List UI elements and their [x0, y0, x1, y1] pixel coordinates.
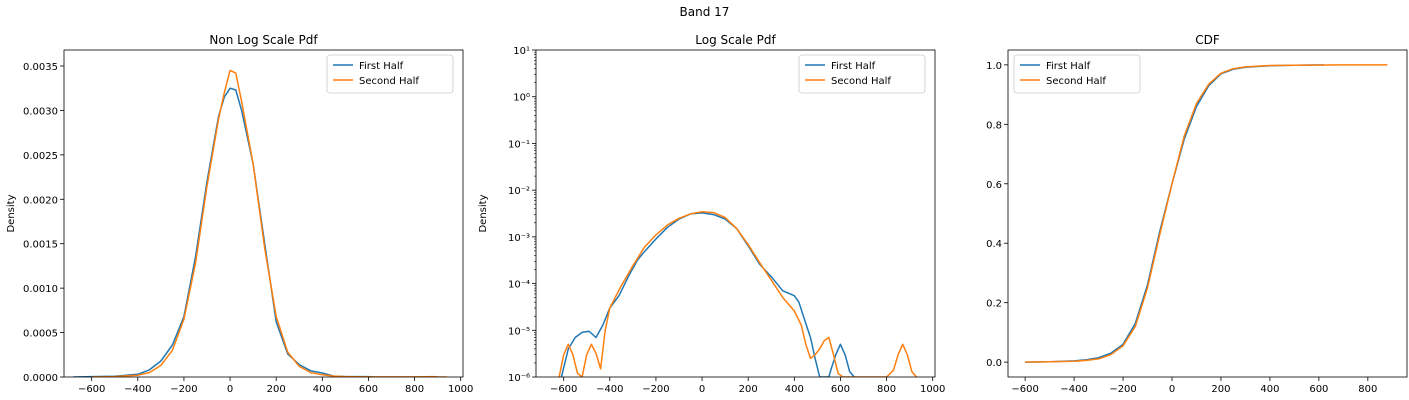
x-tick-label: 400 [785, 384, 804, 395]
y-tick-label: 1.0 [986, 61, 1002, 72]
y-tick-label: 0.0015 [23, 240, 58, 251]
x-tick-label: −200 [642, 384, 669, 395]
x-tick-label: −600 [78, 384, 105, 395]
legend: First Half Second Half [798, 54, 926, 94]
y-tick-label: 0.0000 [23, 373, 58, 384]
series-line-1 [1025, 64, 1324, 363]
x-tick-label: −600 [1011, 384, 1038, 395]
x-tick-label: −200 [170, 384, 197, 395]
y-tick-label: 10⁻⁶ [508, 373, 530, 384]
y-tick-label: 0.2 [986, 299, 1002, 310]
y-tick-label: 10¹ [513, 46, 530, 57]
x-tick-label: 1000 [920, 384, 945, 395]
series-group [558, 210, 918, 377]
legend-label: Second Half [831, 76, 891, 87]
y-tick-label: 0.6 [986, 180, 1002, 191]
series-group [1025, 64, 1388, 363]
legend-label: First Half [359, 61, 404, 72]
chart-title: Non Log Scale Pdf [209, 33, 318, 47]
y-axis-label: Density [478, 194, 489, 232]
y-tick-label: 0.0025 [23, 151, 58, 162]
series-line-2 [91, 69, 447, 377]
y-tick-label: 0.0005 [23, 329, 58, 340]
y-tick-label: 0.0035 [23, 62, 58, 73]
x-tick-label: 0 [227, 384, 233, 395]
series-line-1 [560, 212, 855, 377]
legend-label: First Half [1046, 61, 1091, 72]
x-tick-label: 400 [313, 384, 332, 395]
legend-label: Second Half [1046, 76, 1106, 87]
x-tick-label: 0 [1169, 384, 1175, 395]
x-tick-label: −200 [1109, 384, 1136, 395]
x-tick-label: 0 [699, 384, 705, 395]
series-group [73, 69, 447, 377]
chart-panel-2: Log Scale Pdf −600 −400 −200 0 200 400 600 800 10… [478, 33, 945, 395]
x-tick-label: 1000 [448, 384, 473, 395]
legend: First Half Second Half [326, 54, 454, 94]
legend-box [798, 54, 926, 94]
y-tick-label: 0.0 [986, 358, 1002, 369]
x-tick-label: −400 [1060, 384, 1087, 395]
chart-title: Log Scale Pdf [695, 33, 776, 47]
y-tick-label: 10⁻⁴ [508, 280, 530, 291]
x-tick-label: 200 [739, 384, 758, 395]
x-tick-label: 800 [405, 384, 424, 395]
x-tick-label: 200 [1211, 384, 1230, 395]
x-tick-label: 200 [267, 384, 286, 395]
axes-frame [1007, 49, 1408, 378]
y-tick-label: 10⁻¹ [508, 139, 530, 150]
y-tick-label: 0.0020 [23, 195, 58, 206]
x-tick-label: −400 [596, 384, 623, 395]
series-line-2 [1025, 64, 1388, 363]
series-line-1 [73, 87, 374, 377]
legend-box [326, 54, 454, 94]
y-tick-label: 10⁻⁵ [508, 326, 530, 337]
x-tick-label: 800 [1358, 384, 1377, 395]
y-tick-label: 0.0010 [23, 284, 58, 295]
x-tick-label: 600 [359, 384, 378, 395]
legend-label: First Half [831, 61, 876, 72]
y-tick-label: 10⁻³ [508, 233, 530, 244]
y-tick-label: 0.4 [986, 239, 1002, 250]
legend: First Half Second Half [1013, 54, 1141, 94]
axes-frame [63, 49, 464, 378]
x-tick-label: −600 [550, 384, 577, 395]
x-tick-label: 400 [1260, 384, 1279, 395]
y-tick-label: 0.8 [986, 120, 1002, 131]
chart-title: CDF [1195, 33, 1220, 47]
chart-panel-1: Non Log Scale Pdf −600 −400 −200 0 200 400 600 8… [6, 33, 473, 395]
x-tick-label: 600 [831, 384, 850, 395]
legend-label: Second Half [359, 76, 419, 87]
x-tick-label: 800 [877, 384, 896, 395]
y-tick-label: 10⁻² [508, 186, 530, 197]
x-tick-label: −400 [124, 384, 151, 395]
y-tick-label: 0.0030 [23, 106, 58, 117]
y-axis-label: Density [6, 194, 17, 232]
series-line-2 [558, 210, 918, 377]
chart-panel-3: CDF −600 −400 −200 0 200 400 600 800 0.0 0.2 0.4 0.6… [986, 33, 1408, 395]
legend-box [1013, 54, 1141, 94]
y-tick-label: 10⁰ [513, 93, 530, 104]
x-tick-label: 600 [1309, 384, 1328, 395]
figure-title: Band 17 [679, 5, 730, 19]
axes-frame [535, 49, 936, 378]
